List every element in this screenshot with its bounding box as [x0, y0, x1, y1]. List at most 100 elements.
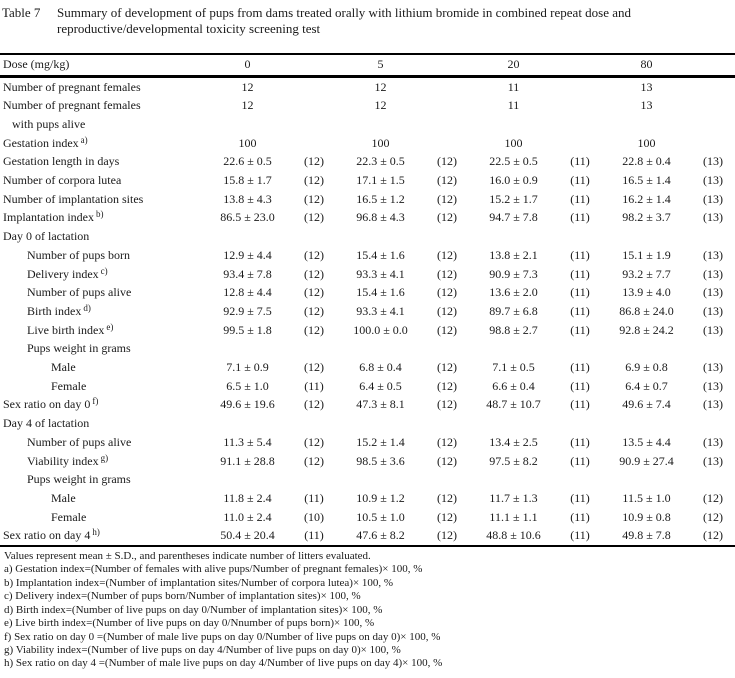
row-label: Pups weight in grams [27, 472, 131, 487]
litters-count-cell [292, 339, 336, 358]
table-row: Day 0 of lactation [0, 227, 735, 246]
litters-count-cell [292, 115, 336, 134]
litters-count-cell: (11) [570, 490, 590, 505]
litters-count-cell: (13) [703, 360, 723, 375]
value-cell: 10.9 ± 0.8 [622, 509, 671, 524]
litters-count-cell: (12) [437, 490, 457, 505]
footnote-general-note: Values represent mean ± S.D., and parent… [4, 550, 371, 563]
value-cell: 15.2 ± 1.4 [356, 434, 405, 449]
litters-count-cell: (12) [437, 528, 457, 543]
value-cell: 49.6 ± 19.6 [220, 397, 275, 412]
value-cell: 100 [371, 135, 390, 150]
value-cell: 6.6 ± 0.4 [492, 378, 535, 393]
footnote-ref: a) [80, 134, 88, 145]
value-cell: 11.3 ± 5.4 [223, 434, 272, 449]
value-cell [203, 339, 292, 358]
value-cell [469, 339, 558, 358]
litters-count-cell: (12) [304, 397, 324, 412]
litters-count-cell [425, 227, 469, 246]
value-cell [336, 414, 425, 433]
value-cell: 15.1 ± 1.9 [622, 247, 671, 262]
value-cell: 6.9 ± 0.8 [625, 360, 668, 375]
value-cell [336, 227, 425, 246]
footnote-line: f) Sex ratio on day 0 =(Number of male l… [4, 630, 441, 643]
value-cell: 13.9 ± 4.0 [622, 285, 671, 300]
value-cell: 93.2 ± 7.7 [622, 266, 671, 281]
value-cell: 16.5 ± 1.4 [622, 173, 671, 188]
row-label: Live birth index e) [27, 321, 114, 337]
litters-count-cell: (12) [437, 154, 457, 169]
row-label: Gestation index a) [3, 134, 88, 150]
footnote-line: b) Implantation index=(Number of implant… [4, 576, 394, 589]
litters-count-cell [558, 115, 602, 134]
value-cell: 92.9 ± 7.5 [223, 303, 272, 318]
litters-count-cell [558, 76, 602, 96]
value-cell: 12 [241, 79, 254, 94]
dose-spacer [558, 54, 602, 78]
footnote-ref: f) [92, 396, 99, 407]
litters-count-cell: (11) [570, 434, 590, 449]
value-cell: 48.7 ± 10.7 [486, 397, 541, 412]
value-cell: 11.8 ± 2.4 [223, 490, 272, 505]
value-cell: 86.8 ± 24.0 [619, 303, 674, 318]
value-cell: 89.7 ± 6.8 [489, 303, 538, 318]
table-row: Male 11.8 ± 2.4 (11) 10.9 ± 1.2 (12) 11.7 ± 1… [0, 489, 735, 508]
table-row: Birth index d) 92.9 ± 7.5 (12) 93.3 ± 4.1 (12… [0, 302, 735, 321]
value-cell: 22.5 ± 0.5 [489, 154, 538, 169]
row-label: Viability index g) [27, 452, 109, 468]
value-cell: 17.1 ± 1.5 [356, 173, 405, 188]
table-row: Number of pregnant females 12 12 11 13 [0, 96, 735, 115]
value-cell: 12 [241, 98, 254, 113]
value-cell [602, 115, 691, 134]
litters-count-cell [292, 96, 336, 115]
row-label: Number of corpora lutea [3, 173, 122, 188]
litters-count-cell: (13) [703, 397, 723, 412]
litters-count-cell: (12) [304, 322, 324, 337]
footnote-line: c) Delivery index=(Number of pups born/N… [4, 590, 361, 603]
table-row: with pups alive [0, 115, 735, 134]
value-cell: 11.0 ± 2.4 [223, 509, 272, 524]
litters-count-cell [292, 227, 336, 246]
litters-count-cell: (11) [570, 154, 590, 169]
litters-count-cell: (11) [570, 303, 590, 318]
litters-count-cell: (11) [304, 528, 324, 543]
litters-count-cell: (13) [703, 266, 723, 281]
footnote-line: h) Sex ratio on day 4 =(Number of male l… [4, 657, 443, 670]
footnote-ref: b) [95, 209, 104, 220]
value-cell: 98.2 ± 3.7 [622, 210, 671, 225]
litters-count-cell: (11) [570, 173, 590, 188]
litters-count-cell: (11) [304, 490, 324, 505]
footnote-ref: d) [83, 302, 91, 313]
litters-count-cell: (11) [570, 210, 590, 225]
value-cell: 50.4 ± 20.4 [220, 528, 275, 543]
row-label: Sex ratio on day 4 h) [3, 527, 100, 543]
litters-count-cell [425, 115, 469, 134]
row-label: Number of pups alive [27, 434, 132, 449]
litters-count-cell: (11) [570, 509, 590, 524]
value-cell: 96.8 ± 4.3 [356, 210, 405, 225]
litters-count-cell: (12) [437, 378, 457, 393]
litters-count-cell: (12) [437, 453, 457, 468]
value-cell: 13.8 ± 2.1 [489, 247, 538, 262]
value-cell [469, 414, 558, 433]
litters-count-cell: (11) [570, 360, 590, 375]
table-row: Female 11.0 ± 2.4 (10) 10.5 ± 1.0 (12) 11.1 ±… [0, 508, 735, 527]
value-cell: 49.8 ± 7.8 [622, 528, 671, 543]
table-row: Gestation index a) 100 100 100 100 [0, 134, 735, 153]
value-cell: 16.0 ± 0.9 [489, 173, 538, 188]
value-cell: 13.6 ± 2.0 [489, 285, 538, 300]
litters-count-cell [691, 227, 735, 246]
value-cell: 7.1 ± 0.9 [226, 360, 269, 375]
litters-count-cell [292, 76, 336, 96]
litters-count-cell: (12) [304, 453, 324, 468]
value-cell: 13 [640, 79, 653, 94]
litters-count-cell [292, 134, 336, 153]
row-label: Female [51, 378, 87, 393]
litters-count-cell: (12) [437, 509, 457, 524]
value-cell: 48.8 ± 10.6 [486, 528, 541, 543]
table-row: Number of pups alive 11.3 ± 5.4 (12) 15.2 ±… [0, 433, 735, 452]
litters-count-cell: (13) [703, 173, 723, 188]
value-cell: 11 [507, 98, 520, 113]
value-cell: 13.8 ± 4.3 [223, 191, 272, 206]
